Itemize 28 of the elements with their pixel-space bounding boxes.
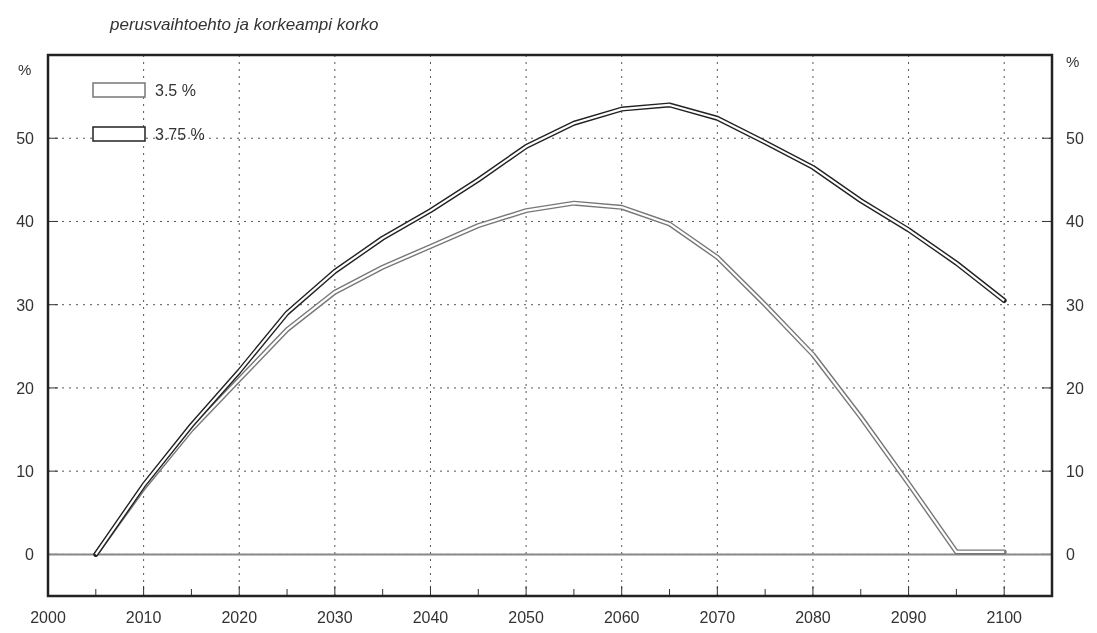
x-tick-label: 2030 (317, 609, 353, 626)
x-tick-label: 2070 (699, 609, 736, 626)
y-tick-label: 10 (16, 463, 35, 481)
x-tick-label: 2040 (412, 609, 449, 626)
legend-label: 3.75 % (155, 126, 205, 143)
y-tick-label: 0 (25, 546, 35, 564)
y-tick-label: 50 (16, 130, 35, 148)
y2-tick-label: 20 (1066, 379, 1084, 397)
x-tick-label: 2000 (30, 609, 66, 626)
x-tick-label: 2080 (795, 609, 831, 626)
y2-tick-label: 10 (1066, 463, 1084, 481)
y-tick-label: 20 (16, 379, 35, 397)
y-axis-title: % (18, 61, 32, 78)
legend-label: 3.5 % (155, 82, 196, 99)
x-tick-label: 2090 (890, 609, 927, 626)
y2-tick-label: 50 (1066, 130, 1084, 148)
y2-tick-label: 30 (1066, 296, 1084, 314)
y2-tick-label: 0 (1066, 546, 1075, 564)
y2-axis-title: % (1066, 53, 1080, 70)
y-tick-label: 40 (16, 213, 35, 231)
x-tick-label: 2020 (221, 609, 258, 626)
y-tick-label: 30 (16, 296, 35, 314)
y2-tick-label: 40 (1066, 213, 1084, 231)
x-tick-label: 2010 (125, 609, 162, 626)
x-tick-label: 2060 (603, 609, 640, 626)
x-tick-label: 2050 (508, 609, 544, 626)
chart-title: perusvaihtoehto ja korkeampi korko (109, 15, 379, 34)
x-tick-label: 2100 (986, 609, 1023, 626)
